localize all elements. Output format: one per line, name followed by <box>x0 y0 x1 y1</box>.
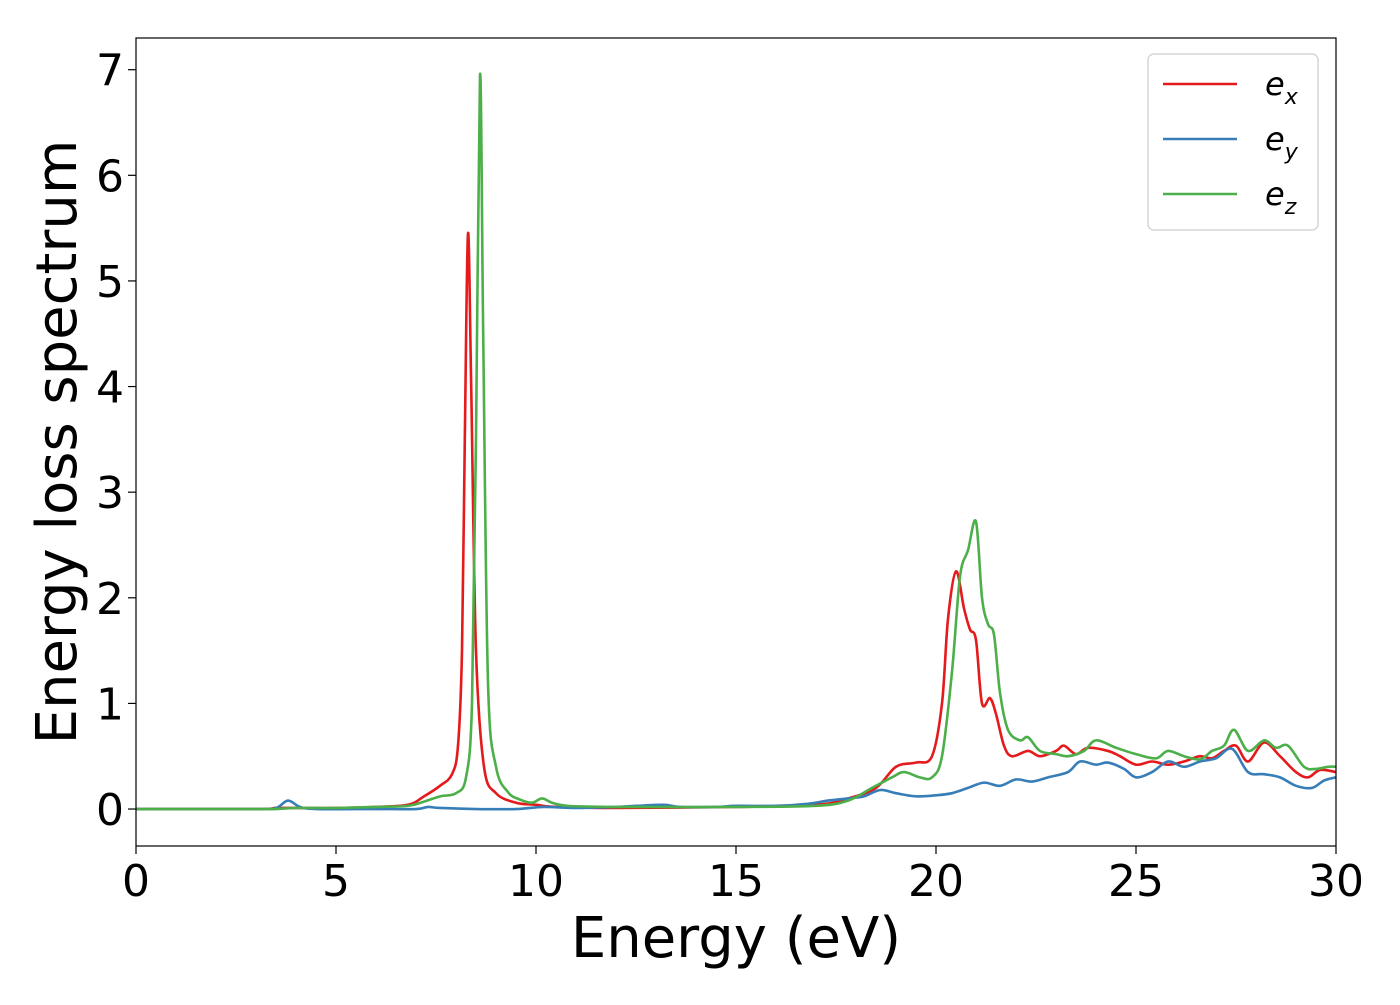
legend-subscript: x <box>1284 85 1299 110</box>
legend-label-ex: ex <box>1265 65 1299 110</box>
legend-label-ey: ey <box>1265 120 1299 165</box>
x-tick-label: 20 <box>908 856 964 907</box>
x-tick-label: 30 <box>1308 856 1364 907</box>
legend-name: e <box>1265 175 1285 213</box>
y-tick-label: 4 <box>96 363 124 414</box>
series-layer <box>135 72 1337 811</box>
series-line-ey <box>135 747 1337 811</box>
y-tick-label: 7 <box>96 46 124 97</box>
legend-subscript: z <box>1284 195 1297 220</box>
y-tick-label: 6 <box>96 151 124 202</box>
legend-name: e <box>1265 120 1285 158</box>
legend-box <box>1147 53 1319 231</box>
x-tick-label: 25 <box>1108 856 1164 907</box>
y-tick-label: 5 <box>96 257 124 308</box>
y-tick-label: 2 <box>96 574 124 625</box>
legend-name: e <box>1265 65 1285 103</box>
x-tick-label: 10 <box>508 856 564 907</box>
x-axis-ticks: 0 5 10 15 20 25 30 <box>122 846 1364 907</box>
legend-subscript: y <box>1284 140 1299 165</box>
y-axis-title: Energy loss spectrum <box>25 140 90 745</box>
y-axis-ticks: 0 1 2 3 4 5 6 7 <box>96 46 136 836</box>
legend-label-ez: ez <box>1265 175 1297 220</box>
x-tick-label: 5 <box>322 856 350 907</box>
x-axis-title: Energy (eV) <box>571 906 901 971</box>
series-line-ez <box>136 72 1337 811</box>
y-tick-label: 3 <box>96 468 124 519</box>
x-tick-label: 15 <box>708 856 764 907</box>
x-tick-label: 0 <box>122 856 150 907</box>
y-tick-label: 1 <box>96 679 124 730</box>
y-tick-label: 0 <box>96 785 124 836</box>
series-line-ex <box>135 231 1337 811</box>
